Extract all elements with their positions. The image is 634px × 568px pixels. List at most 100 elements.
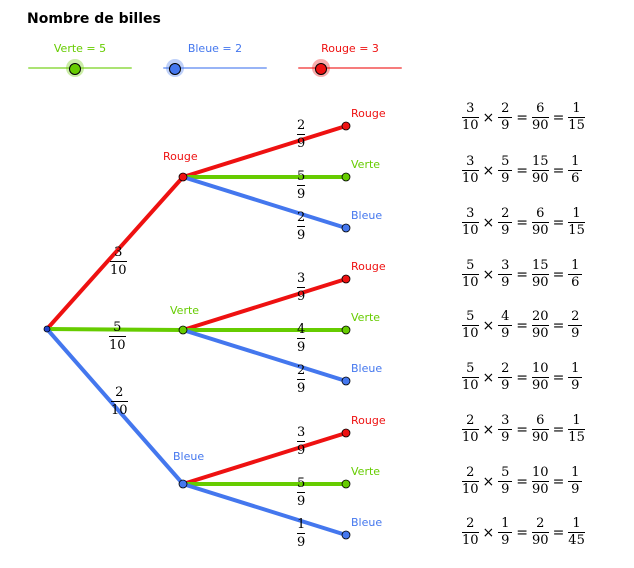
denominator: 9 [501, 118, 510, 133]
numerator: 5 [297, 169, 306, 184]
denominator: 90 [532, 275, 549, 290]
leaf-0-2[interactable] [341, 223, 351, 233]
node-2[interactable] [178, 479, 188, 489]
branch-prob-2: 2 10 [111, 385, 128, 418]
fraction-bar [111, 401, 128, 402]
equals-sign: = [516, 421, 529, 438]
numerator: 3 [114, 245, 123, 260]
fraction-bar [297, 379, 306, 380]
result-row: 3 10 × 2 9 = 6 90 = 1 15 [462, 102, 585, 133]
denominator: 10 [110, 263, 127, 278]
equals-sign: = [552, 473, 565, 490]
result-fraction: 2 10 [462, 414, 479, 445]
denominator: 10 [111, 403, 128, 418]
numerator: 5 [466, 361, 475, 376]
denominator: 9 [297, 136, 306, 151]
fraction-bar [568, 532, 585, 533]
result-fraction: 5 10 [462, 259, 479, 290]
denominator: 9 [571, 378, 580, 393]
fraction-bar [297, 338, 306, 339]
denominator: 10 [462, 326, 479, 341]
fraction-bar [462, 117, 479, 118]
result-fraction: 6 90 [532, 102, 549, 133]
branch-prob-0: 3 10 [110, 245, 127, 278]
numerator: 2 [571, 309, 580, 324]
fraction-bar [462, 481, 479, 482]
slider-bleue[interactable]: Bleue = 2 [163, 42, 267, 82]
numerator: 5 [501, 465, 510, 480]
denominator: 9 [501, 171, 510, 186]
slider-rouge-track[interactable] [298, 67, 402, 69]
denominator: 90 [532, 326, 549, 341]
leaf-1-0[interactable] [341, 274, 351, 284]
numerator: 2 [501, 206, 510, 221]
fraction-bar [568, 429, 585, 430]
branch-prob-1: 5 10 [109, 320, 126, 353]
leaf-0-0[interactable] [341, 121, 351, 131]
slider-rouge[interactable]: Rouge = 3 [298, 42, 402, 82]
denominator: 9 [297, 289, 306, 304]
numerator: 3 [466, 101, 475, 116]
fraction-bar [297, 185, 306, 186]
node-1[interactable] [178, 325, 188, 335]
denominator: 9 [297, 494, 306, 509]
slider-verte-label: Verte = 5 [53, 42, 107, 55]
denominator: 10 [462, 378, 479, 393]
leaf-1-1[interactable] [341, 325, 351, 335]
fraction-bar [498, 222, 513, 223]
leaf-2-0[interactable] [341, 428, 351, 438]
times-sign: × [482, 214, 495, 231]
denominator: 15 [568, 430, 585, 445]
leaf-1-2[interactable] [341, 376, 351, 386]
slider-rouge-knob[interactable] [314, 63, 327, 75]
slider-bleue-track[interactable] [163, 67, 267, 69]
fraction-bar [568, 274, 583, 275]
fraction-bar [568, 117, 585, 118]
denominator: 9 [297, 443, 306, 458]
numerator: 2 [501, 101, 510, 116]
denominator: 10 [462, 430, 479, 445]
branch-1-0 [181, 277, 348, 332]
numerator: 6 [536, 206, 545, 221]
equals-sign: = [516, 317, 529, 334]
numerator: 2 [466, 413, 475, 428]
leaf-2-2[interactable] [341, 530, 351, 540]
slider-verte[interactable]: Verte = 5 [28, 42, 132, 82]
fraction-bar [532, 170, 549, 171]
equals-sign: = [516, 473, 529, 490]
result-fraction: 5 10 [462, 310, 479, 341]
leaf-0-1[interactable] [341, 172, 351, 182]
node-0[interactable] [178, 172, 188, 182]
times-sign: × [482, 369, 495, 386]
numerator: 2 [466, 516, 475, 531]
denominator: 6 [571, 171, 580, 186]
result-fraction: 3 10 [462, 102, 479, 133]
slider-verte-knob[interactable] [68, 63, 81, 75]
result-fraction: 3 10 [462, 155, 479, 186]
slider-bleue-knob[interactable] [169, 63, 182, 75]
equals-sign: = [552, 369, 565, 386]
fraction-bar [532, 117, 549, 118]
result-fraction: 1 15 [568, 207, 585, 238]
fraction-bar [498, 274, 513, 275]
leaf-2-1[interactable] [341, 479, 351, 489]
fraction-bar [532, 429, 549, 430]
branch-0 [45, 175, 185, 331]
result-fraction: 5 10 [462, 362, 479, 393]
numerator: 3 [297, 271, 306, 286]
leaf-label-2-2: Bleue [351, 516, 383, 529]
numerator: 15 [532, 154, 549, 169]
fraction-bar [498, 481, 513, 482]
result-fraction: 6 90 [532, 207, 549, 238]
numerator: 1 [572, 413, 581, 428]
numerator: 2 [536, 516, 545, 531]
root-node[interactable] [43, 325, 51, 333]
